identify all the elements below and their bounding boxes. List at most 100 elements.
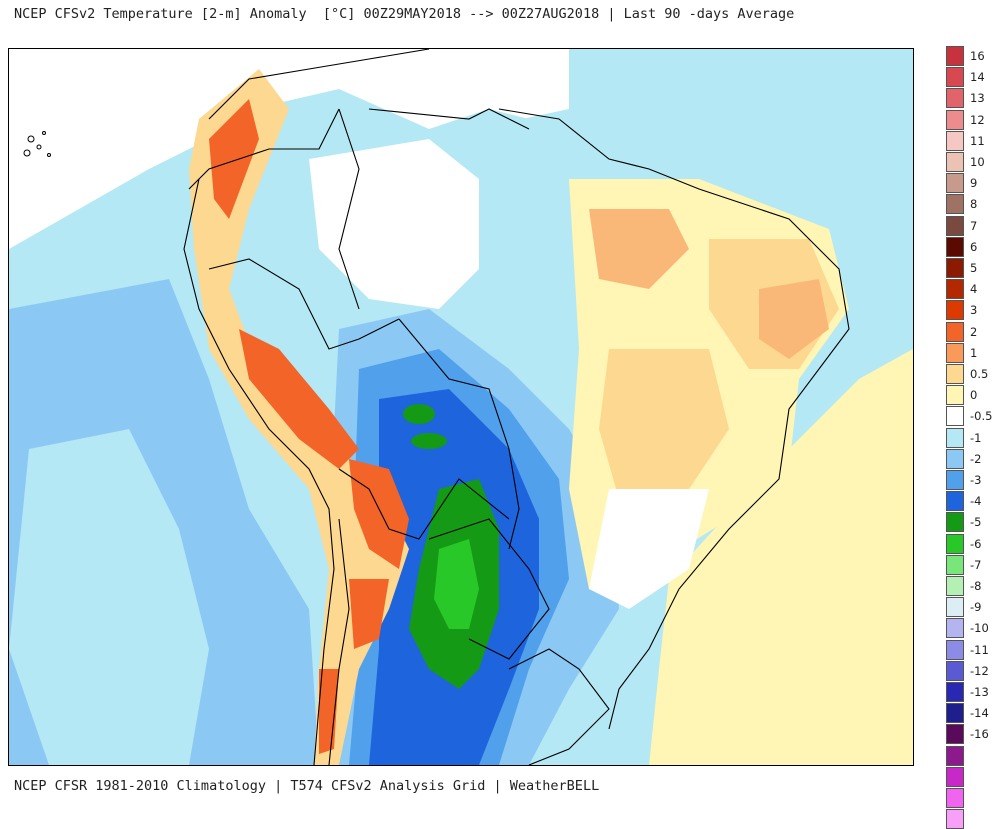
- bolivia-brazil-border: [398, 318, 520, 550]
- legend-label: -10: [970, 621, 989, 636]
- legend-label: 0: [970, 388, 978, 403]
- uruguay-border: [508, 648, 610, 765]
- legend-swatch: [946, 236, 964, 257]
- legend-label: 10: [970, 155, 985, 169]
- legend-label: -13: [970, 685, 989, 699]
- legend-swatch: [946, 639, 964, 660]
- legend-swatch: [946, 406, 964, 427]
- legend-swatch: [946, 88, 964, 109]
- legend-label: 2: [970, 324, 978, 339]
- bolivia-south-border: [338, 468, 510, 540]
- legend-swatch: [946, 321, 964, 342]
- anomaly-map-canvas: [9, 49, 913, 765]
- legend-label: -1: [970, 430, 982, 445]
- legend-swatch: [946, 342, 964, 363]
- green-anomaly-inner: [434, 539, 479, 629]
- legend-swatch: [946, 533, 964, 554]
- legend-label: 9: [970, 176, 978, 191]
- northern-coast: [208, 49, 430, 120]
- pacific-coast: [183, 178, 335, 765]
- island: [36, 144, 42, 150]
- legend-label: -2: [970, 451, 982, 466]
- legend-label: -4: [970, 494, 982, 509]
- legend-swatch: [946, 618, 964, 639]
- country-borders: [183, 49, 850, 765]
- colombia-border: [188, 108, 340, 190]
- north-neutral-region: [9, 49, 569, 249]
- island: [27, 135, 35, 143]
- legend-label: -0.5: [970, 409, 993, 424]
- legend-swatch: [946, 554, 964, 575]
- galapagos-islands: [23, 131, 51, 157]
- map-title: NCEP CFSv2 Temperature [2-m] Anomaly [°C…: [14, 6, 795, 22]
- legend-swatch: [946, 470, 964, 490]
- venezuela-border: [338, 108, 360, 310]
- brazil-east-coast: [498, 108, 850, 730]
- peru-brazil-border: [208, 258, 400, 350]
- legend-label: -14: [970, 706, 989, 721]
- legend-swatch: [946, 258, 964, 278]
- island: [47, 153, 51, 157]
- island: [23, 149, 31, 157]
- legend-label: 13: [970, 91, 985, 106]
- legend-swatch: [946, 46, 964, 66]
- legend-swatch: [946, 194, 964, 215]
- altiplano-hot-patch: [349, 459, 409, 569]
- legend-label: 1: [970, 345, 978, 360]
- legend-label: 14: [970, 70, 985, 85]
- atlantic-warm-region: [649, 349, 913, 765]
- amazon-neutral-patch: [309, 139, 479, 309]
- legend-swatch: [946, 109, 964, 130]
- legend-swatch: [946, 427, 964, 448]
- legend-swatch: [946, 67, 964, 88]
- northern-andes-hot-patch: [209, 99, 259, 219]
- legend-label: -7: [970, 557, 982, 572]
- green-anomaly-north-2: [411, 433, 447, 449]
- green-anomaly-north: [403, 404, 435, 424]
- pacific-light-band: [9, 429, 209, 765]
- legend-label: 16: [970, 49, 985, 63]
- legend-label: 0.5: [970, 367, 989, 381]
- island: [42, 131, 46, 135]
- legend-swatch: [946, 448, 964, 469]
- legend-swatch: [946, 300, 964, 321]
- legend-label: 12: [970, 112, 985, 127]
- legend-swatch: [946, 682, 964, 702]
- legend-swatch: [946, 724, 964, 745]
- legend-label: 5: [970, 261, 978, 275]
- legend-swatch: [946, 491, 964, 512]
- legend-label: -12: [970, 663, 989, 678]
- northeast-warmer-patch: [759, 279, 829, 359]
- legend-swatch: [946, 512, 964, 533]
- legend-swatch: [946, 364, 964, 384]
- legend-swatch: [946, 215, 964, 236]
- guianas-border: [368, 108, 530, 130]
- legend-swatch: [946, 173, 964, 194]
- northern-warm-patch: [589, 209, 689, 289]
- legend-swatch: [946, 703, 964, 724]
- legend-label: 6: [970, 239, 978, 254]
- legend-label: -9: [970, 600, 982, 615]
- legend-label: -3: [970, 473, 982, 487]
- legend-swatch: [946, 576, 964, 596]
- map-footer: NCEP CFSR 1981-2010 Climatology | T574 C…: [14, 778, 600, 794]
- legend-swatch: [946, 597, 964, 618]
- argentina-hot-patch: [349, 579, 389, 649]
- legend-swatch: [946, 745, 964, 766]
- paraguay-border: [428, 518, 550, 660]
- chile-hot-patch: [319, 669, 339, 754]
- legend-label: -11: [970, 642, 989, 657]
- legend-label: -5: [970, 515, 982, 530]
- central-brazil-warm-patch: [599, 349, 729, 499]
- legend-swatch: [946, 809, 964, 829]
- legend-label: 3: [970, 303, 978, 318]
- anomaly-map: [8, 48, 914, 766]
- legend-swatch: [946, 279, 964, 300]
- legend-label: 7: [970, 218, 978, 233]
- legend-label: -6: [970, 536, 982, 551]
- chile-argentina-border: [328, 518, 350, 765]
- legend-label: 8: [970, 197, 978, 212]
- southeast-neutral-patch: [589, 489, 709, 609]
- legend-swatch: [946, 152, 964, 172]
- legend-swatch: [946, 660, 964, 681]
